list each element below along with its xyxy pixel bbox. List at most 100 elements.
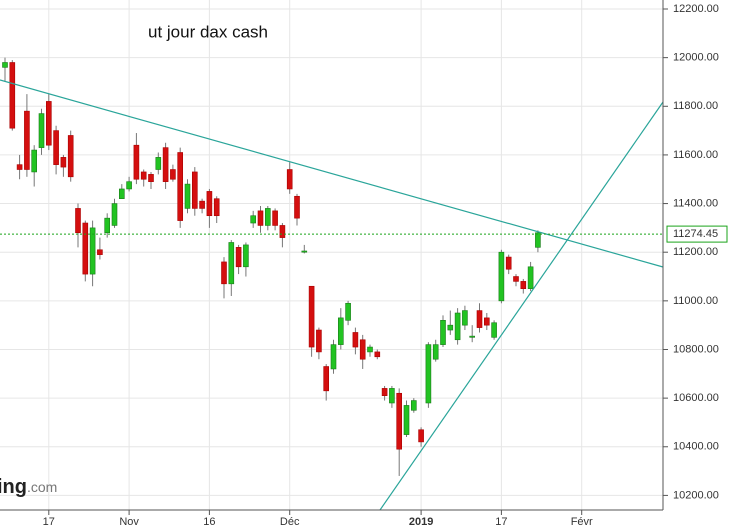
candle-body (476, 310, 483, 328)
candle-body (16, 164, 23, 170)
candle-body (462, 310, 468, 326)
candles-layer (2, 57, 541, 476)
candle-body (491, 322, 497, 338)
y-tick-label: 12200.00 (673, 3, 719, 15)
candle-body (228, 242, 235, 285)
candle-body (410, 400, 417, 411)
candle-body (31, 149, 38, 173)
candle-body (53, 130, 59, 165)
candle-body (527, 266, 534, 289)
candle-body (199, 200, 205, 209)
candle-body (89, 227, 96, 275)
candle-body (513, 276, 519, 282)
candle-body (111, 203, 118, 226)
candle-body (279, 225, 286, 238)
x-tick-label: Nov (119, 516, 139, 528)
x-tick-label: Févr (571, 516, 593, 528)
x-tick-label: 17 (495, 516, 507, 528)
candle-body (119, 188, 125, 199)
candle-body (264, 208, 271, 226)
candle-body (454, 312, 461, 341)
last-price-tag (666, 225, 728, 243)
candle-body (440, 320, 446, 345)
candle-body (469, 335, 476, 338)
candle-body (418, 429, 424, 443)
candle-body (45, 101, 52, 146)
candle-body (286, 169, 293, 190)
candle-body (330, 344, 337, 370)
candle-body (221, 261, 227, 285)
resistance-trendline (0, 79, 664, 268)
candle-body (243, 244, 249, 268)
candle-body (170, 169, 176, 180)
candle-body (82, 222, 89, 275)
candle-body (206, 191, 213, 217)
candle-body (505, 256, 512, 270)
candle-body (140, 171, 147, 180)
candle-body (294, 195, 300, 219)
candle-body (75, 208, 81, 234)
candle-body (352, 332, 359, 348)
chart-title: ut jour dax cash (148, 22, 268, 41)
candle-body (250, 215, 256, 224)
grid-layer (0, 0, 663, 510)
candle-body (133, 144, 140, 180)
candle-body (2, 62, 8, 68)
y-tick-label: 11000.00 (673, 295, 718, 307)
candle-body (389, 388, 395, 404)
candle-body (396, 392, 403, 450)
candle-body (345, 302, 351, 321)
candle-body (323, 366, 330, 392)
candle-body (425, 344, 432, 404)
y-tick-label: 11800.00 (673, 100, 718, 112)
y-tick-label: 10800.00 (673, 343, 719, 355)
last-price-label: 11274.45 (673, 228, 718, 240)
candle-body (38, 113, 45, 148)
candle-body (67, 135, 74, 178)
y-tick-label: 10400.00 (673, 441, 719, 453)
y-tick-label: 12000.00 (673, 52, 719, 64)
y-tick-label: 11400.00 (673, 197, 718, 209)
candle-body (177, 152, 183, 221)
x-tick-label: 17 (43, 516, 55, 528)
candle-body (520, 281, 527, 289)
candle-body (184, 183, 191, 209)
candle-body (483, 317, 490, 326)
support-trendline (379, 101, 664, 511)
x-tick-label: Déc (280, 516, 300, 528)
candle-body (162, 147, 169, 182)
y-tick-label: 11600.00 (673, 149, 718, 161)
candle-body (9, 62, 16, 129)
candle-body (381, 388, 388, 396)
candle-body (213, 198, 220, 217)
candle-body (235, 247, 242, 268)
watermark: ing.com (0, 476, 57, 498)
candle-body (155, 157, 162, 170)
y-tick-label: 10200.00 (673, 489, 719, 501)
y-tick-label: 10600.00 (673, 392, 719, 404)
candle-body (316, 329, 322, 353)
candle-body (97, 249, 103, 255)
candle-body (104, 217, 110, 234)
candle-body (24, 110, 30, 170)
candle-body (308, 285, 315, 348)
candle-body (403, 405, 410, 435)
candle-body (148, 174, 154, 182)
candle-body (126, 181, 132, 190)
candle-body (535, 232, 541, 248)
candle-body (301, 250, 308, 253)
candle-body (337, 317, 344, 345)
candle-body (498, 251, 505, 302)
watermark-suffix: .com (27, 479, 57, 495)
candle-body (192, 171, 198, 209)
candle-body (447, 324, 454, 331)
candle-body (257, 210, 264, 226)
watermark-brand: ing (0, 476, 27, 498)
candle-body (272, 210, 278, 226)
candle-body (60, 157, 67, 168)
y-tick-label: 11200.00 (673, 246, 718, 258)
x-tick-label: 2019 (409, 516, 433, 528)
